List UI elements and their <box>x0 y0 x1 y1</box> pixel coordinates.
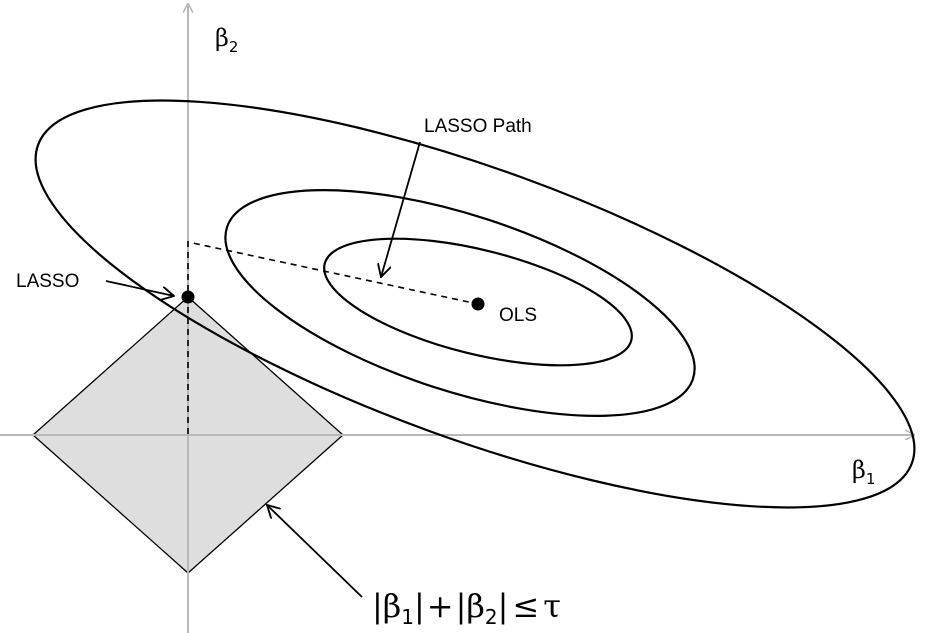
constraint-formula: |β1|+|β2| ≤ τ <box>372 587 561 629</box>
x-axis-label: β1 <box>852 456 875 488</box>
lasso-point <box>181 290 195 304</box>
contour-inner <box>323 237 633 367</box>
ols-point <box>471 297 485 311</box>
constraint-arrow <box>267 505 363 598</box>
lasso-path-line <box>187 241 479 434</box>
ols-label: OLS <box>499 305 537 326</box>
contour-outer <box>34 99 916 509</box>
y-axis-label: β2 <box>215 24 238 56</box>
lasso-path-arrow <box>381 141 421 277</box>
lasso-path-label: LASSO Path <box>424 116 532 137</box>
contour-middle <box>224 189 696 417</box>
lasso-label: LASSO <box>16 271 79 292</box>
lasso-arrow <box>105 280 174 296</box>
